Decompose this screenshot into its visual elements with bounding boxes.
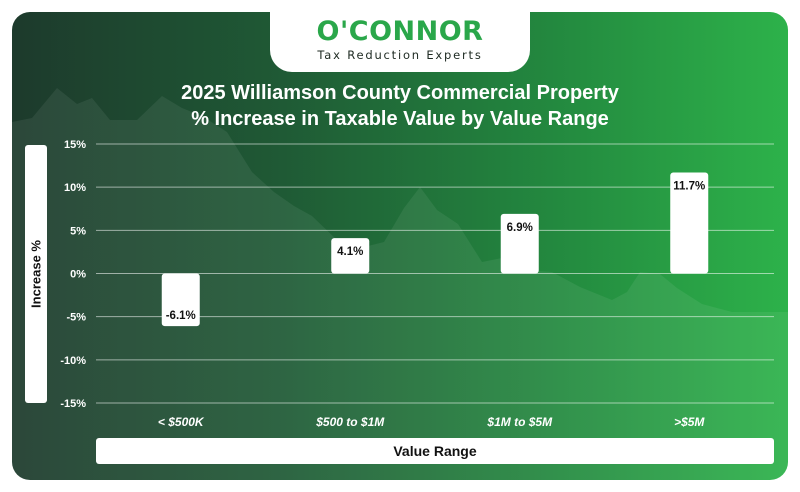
bar-value-label: 11.7% — [673, 180, 705, 192]
bar-chart: 15% 10% 5% 0% -5% -10% -15% -6.1% < $500K 4.1% $50… — [60, 139, 774, 429]
y-tick-label: -5% — [66, 312, 86, 324]
x-tick-label: < $500K — [158, 415, 205, 429]
y-tick-label: -15% — [60, 398, 86, 410]
logo-tagline: Tax Reduction Experts — [317, 48, 483, 62]
bar — [331, 238, 370, 274]
y-tick-label: 10% — [64, 182, 86, 194]
bar — [161, 273, 200, 327]
x-tick-label: $500 to $1M — [315, 415, 385, 429]
x-tick-label: >$5M — [674, 415, 705, 429]
y-axis-label-box — [25, 145, 47, 403]
logo-wordmark: O'CONNOR — [316, 16, 484, 47]
y-tick-label: -10% — [60, 355, 86, 367]
bar-value-label: -6.1% — [166, 310, 196, 322]
y-tick-label: 0% — [70, 269, 86, 281]
background-mountain — [12, 88, 788, 480]
bar — [670, 172, 709, 274]
chart-title: 2025 Williamson County Commercial Proper… — [181, 82, 619, 104]
bar-value-label: 6.9% — [507, 222, 533, 234]
bar-value-label: 4.1% — [337, 246, 363, 258]
logo-tab: O'CONNOR Tax Reduction Experts — [270, 12, 530, 72]
chart-card: O'CONNOR Tax Reduction Experts 2025 Will… — [12, 12, 788, 480]
x-axis-label: Value Range — [96, 438, 774, 464]
chart-subtitle: % Increase in Taxable Value by Value Ran… — [191, 108, 609, 130]
x-tick-label: $1M to $5M — [486, 415, 553, 429]
bar — [500, 213, 539, 274]
y-tick-label: 15% — [64, 139, 86, 151]
y-tick-label: 5% — [70, 225, 86, 237]
